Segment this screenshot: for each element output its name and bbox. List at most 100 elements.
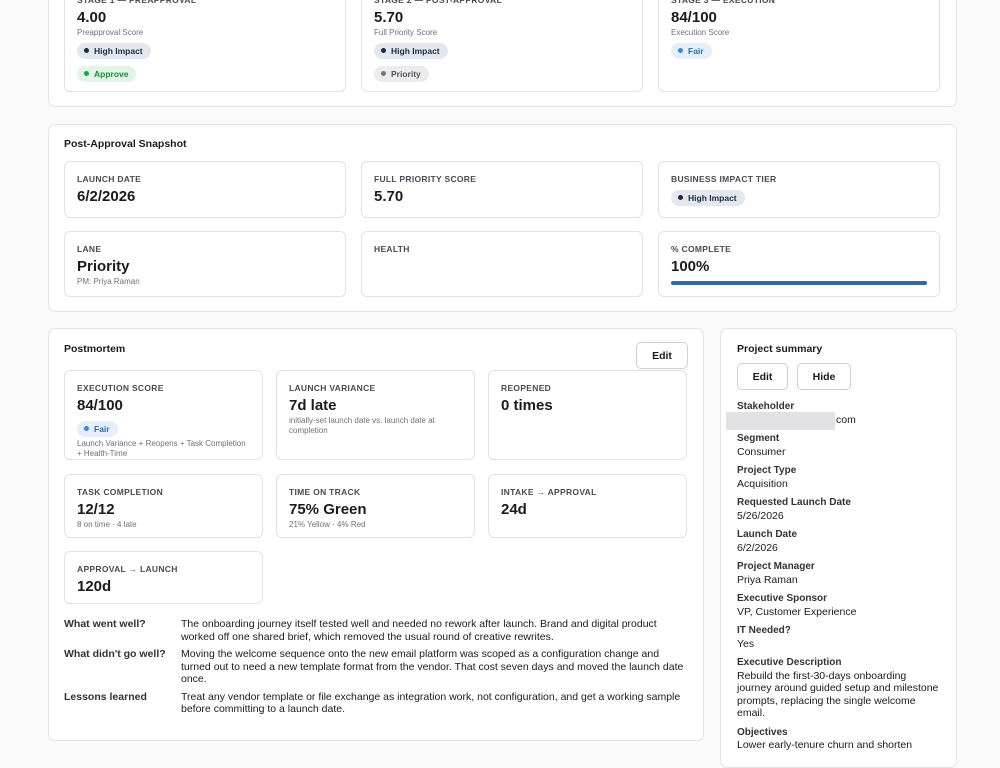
field-label: Requested Launch Date: [737, 497, 851, 508]
badge-text: High Impact: [391, 46, 440, 56]
badge-text: Fair: [688, 46, 704, 56]
badge: Priority: [374, 66, 429, 82]
tile-caption: Full Priority Score: [374, 28, 438, 37]
tile-value: 7d late: [289, 397, 337, 414]
reflection-answer: Moving the welcome sequence onto the new…: [181, 648, 684, 685]
tile-value: 4.00: [77, 9, 107, 26]
tile-label: INTAKE → APPROVAL: [501, 487, 597, 497]
tile-caption: 8 on time · 4 late: [77, 520, 137, 529]
tile-value: 12/12: [77, 501, 115, 518]
badge-dot: [84, 48, 89, 53]
redaction: [726, 411, 835, 430]
field-value: Yes: [737, 637, 755, 650]
tile: REOPENED 0 times: [488, 370, 687, 460]
field-label: Executive Sponsor: [737, 593, 828, 604]
badge-text: Priority: [391, 69, 421, 79]
field-label: Project Manager: [737, 561, 815, 572]
tile-value: 84/100: [77, 397, 123, 414]
badge-row: High Impact: [77, 41, 333, 61]
tile: STAGE 1 — PREAPPROVAL 4.00 Preapproval Sco…: [64, 0, 346, 92]
badge-row: Fair: [671, 41, 927, 61]
tile-value: 84/100: [671, 9, 717, 26]
tile-label: STAGE 1 — PREAPPROVAL: [77, 0, 197, 5]
tile: BUSINESS IMPACT TIER High Impact: [658, 161, 940, 218]
badge-row: High Impact: [671, 188, 927, 208]
edit-button[interactable]: Edit: [636, 342, 688, 369]
badge: High Impact: [374, 43, 448, 59]
tile: % COMPLETE 100%: [658, 231, 940, 297]
tile: EXECUTION SCORE 84/100 Fair Launch Variance…: [64, 370, 263, 460]
field-value: 6/2/2026: [737, 541, 778, 554]
field-label: Executive Description: [737, 657, 842, 668]
tile-caption: Execution Score: [671, 28, 730, 37]
tile-label: TASK COMPLETION: [77, 487, 164, 497]
tile: STAGE 3 — EXECUTION 84/100 Execution Score…: [658, 0, 940, 92]
field-value: com: [726, 411, 942, 430]
reflections: What went well? The onboarding journey it…: [64, 618, 684, 716]
field-value: 5/26/2026: [737, 509, 784, 522]
card-title: Postmortem: [64, 343, 126, 355]
badge-dot: [381, 71, 386, 76]
field-label: Segment: [737, 433, 780, 444]
hide-button[interactable]: Hide: [797, 363, 851, 390]
badge-row: High Impact: [374, 41, 630, 61]
badge-dot: [678, 48, 683, 53]
tile-label: STAGE 2 — POST-APPROVAL: [374, 0, 502, 5]
card-title: Project summary: [737, 343, 823, 355]
tile-caption: Preapproval Score: [77, 28, 144, 37]
badge-text: High Impact: [688, 193, 737, 203]
field-value: Priya Raman: [737, 573, 798, 586]
tile-value: 75% Green: [289, 501, 367, 518]
badge-row: Priority: [374, 64, 630, 84]
tile-value: Priority: [77, 258, 130, 275]
page: Post-Approval Snapshot Postmortem Edit P…: [48, 0, 957, 768]
badge: High Impact: [77, 43, 151, 59]
field-value: VP, Customer Experience: [737, 605, 857, 618]
badge-text: High Impact: [94, 46, 143, 56]
reflection-question: Lessons learned: [64, 690, 147, 703]
field-value: Consumer: [737, 445, 786, 458]
badge-dot: [84, 426, 89, 431]
edit-button[interactable]: Edit: [737, 363, 788, 390]
progress-bar: [671, 281, 927, 285]
badge-text: Approve: [94, 69, 129, 79]
tile-label: REOPENED: [501, 383, 552, 393]
tile: LAUNCH VARIANCE 7d late initially-set laun…: [276, 370, 475, 460]
badge-dot: [84, 71, 89, 76]
reflection-question: What went well?: [64, 618, 146, 630]
tile: LANE Priority PM: Priya Raman: [64, 231, 346, 297]
tile-label: LAUNCH DATE: [77, 174, 142, 184]
field-label: Launch Date: [737, 529, 798, 540]
tile-caption: initially-set launch date vs. launch dat…: [289, 416, 435, 435]
tile-caption: PM: Priya Raman: [77, 277, 140, 286]
tile-value: 6/2/2026: [77, 188, 136, 205]
field-value: Lower early-tenure churn and shorten: [737, 739, 913, 751]
reflection-answer: Treat any vendor template or file exchan…: [181, 690, 681, 716]
reflection-answer: The onboarding journey itself tested wel…: [181, 618, 657, 643]
tile: INTAKE → APPROVAL 24d: [488, 474, 687, 538]
badge: Fair: [77, 421, 118, 437]
badge-dot: [678, 195, 683, 200]
badge-dot: [381, 48, 386, 53]
tile-label: BUSINESS IMPACT TIER: [671, 174, 777, 184]
badge: High Impact: [671, 190, 745, 206]
tile: APPROVAL → LAUNCH 120d: [64, 551, 263, 604]
badge-text: Fair: [94, 424, 110, 434]
tile-label: LANE: [77, 244, 102, 254]
tile-value: 5.70: [374, 188, 404, 205]
badge: Fair: [671, 43, 712, 59]
badge-row: Fair: [77, 419, 250, 439]
tile: LAUNCH DATE 6/2/2026: [64, 161, 346, 218]
reflection-question: What didn't go well?: [64, 648, 166, 660]
field-label: Stakeholder: [737, 401, 795, 412]
tile-label: EXECUTION SCORE: [77, 383, 164, 393]
field-label: Project Type: [737, 465, 797, 476]
summary-fields: Stakeholder com Segment Consumer Project Typ…: [726, 401, 942, 759]
tile: TASK COMPLETION 12/12 8 on time · 4 late: [64, 474, 263, 538]
field-label: Objectives: [737, 726, 788, 738]
badge-row: Approve: [77, 64, 333, 84]
tile: STAGE 2 — POST-APPROVAL 5.70 Full Priority…: [361, 0, 643, 92]
tile-label: FULL PRIORITY SCORE: [374, 174, 477, 184]
tile-label: STAGE 3 — EXECUTION: [671, 0, 776, 5]
tile: HEALTH: [361, 231, 643, 297]
